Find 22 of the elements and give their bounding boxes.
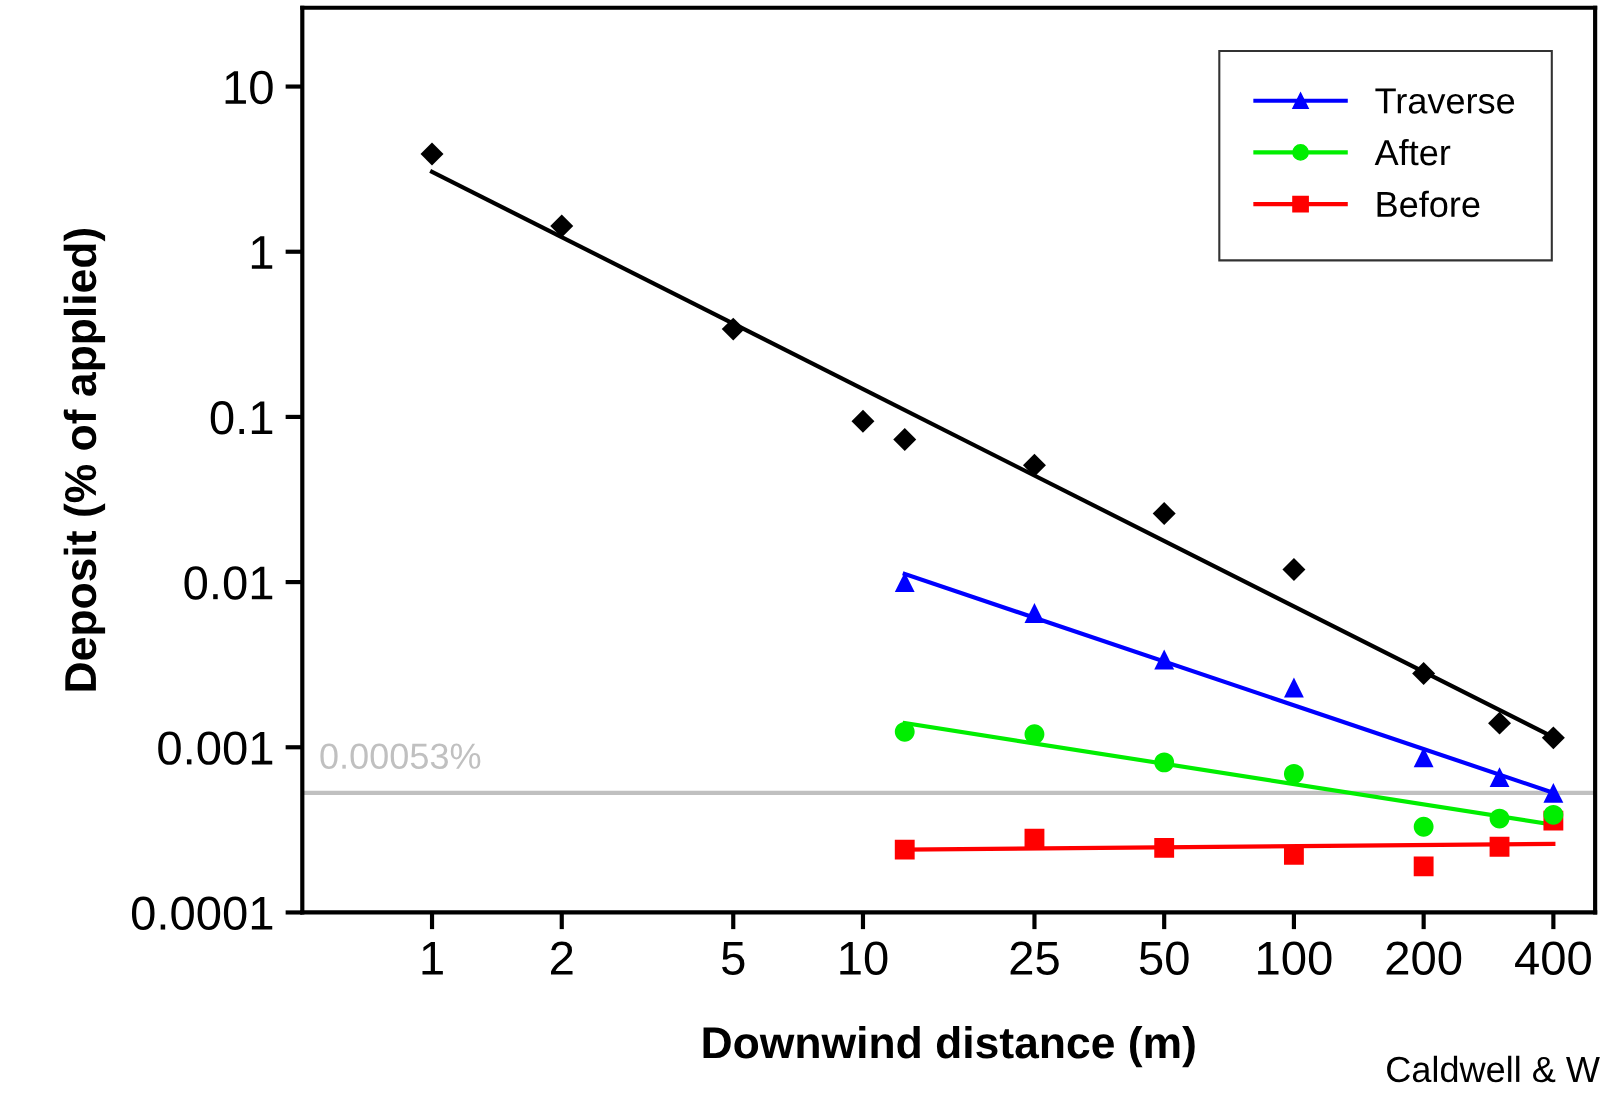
x-tick-label: 25 bbox=[1010, 941, 1059, 975]
y-tick-label: 1 bbox=[251, 236, 273, 269]
x-tick-label: 50 bbox=[1139, 941, 1189, 975]
y-tick-label: 10 bbox=[225, 70, 273, 105]
ref-line-label: 0.00053% bbox=[320, 743, 481, 770]
y-tick-label: 0.01 bbox=[184, 566, 273, 600]
y-tick-label: 0.1 bbox=[210, 401, 273, 435]
legend-label: Before bbox=[1377, 190, 1480, 218]
y-tick-label: 0.001 bbox=[158, 731, 273, 765]
x-tick-label: 200 bbox=[1386, 941, 1462, 975]
x-tick-label: 10 bbox=[840, 941, 888, 975]
x-tick-label: 5 bbox=[722, 941, 745, 975]
x-tick-label: 100 bbox=[1258, 941, 1332, 975]
text: Caldwell & W bbox=[1387, 1055, 1600, 1083]
x-tick-label: 1 bbox=[422, 941, 443, 975]
legend-label: After bbox=[1374, 138, 1451, 166]
x-axis-title: Downwind distance (m) bbox=[703, 1025, 1195, 1068]
x-tick-label: 2 bbox=[551, 941, 573, 975]
legend-label: Traverse bbox=[1375, 88, 1515, 114]
x-tick-label: 400 bbox=[1515, 941, 1591, 975]
y-tick-label: 0.0001 bbox=[131, 896, 273, 931]
y-axis-title: Deposit (% of applied) bbox=[63, 228, 106, 691]
